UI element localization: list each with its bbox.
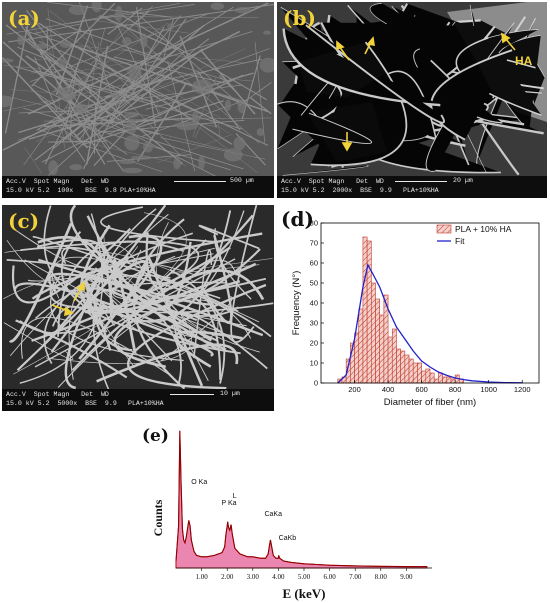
histogram-bar [375,298,380,384]
histogram-bar [425,368,431,384]
x-tick-label: 6.00 [323,573,336,581]
y-tick-label: 60 [310,259,318,268]
peak-label: CaKa [264,511,282,518]
annotation-ha: HA [515,54,533,68]
databar-c: Acc.V Spot Magn Det WD 15.0 kV 5.2 5000x… [2,389,274,411]
databar-a: Acc.V Spot Magn Det WD 15.0 kV 5.2 100x … [2,176,274,198]
y-tick-label: 0 [314,379,318,388]
histogram-bar [412,362,418,384]
histogram-bar [438,372,443,384]
x-tick-label: 1000 [480,385,497,394]
scale-bar-label: 10 µm [220,390,240,397]
panel-label-a: (a) [8,6,40,30]
fit-curve [337,263,523,384]
sem-texture-a [2,2,274,198]
scale-bar-label: 20 µm [453,177,473,184]
y-axis-label: Frequency (N°) [291,271,302,336]
x-axis-label: E (keV) [283,586,326,601]
databar-header: Acc.V Spot Magn Det WD [6,391,109,398]
databar-sample: PLA+10%HA [128,400,164,407]
legend-label-histogram: PLA + 10% HA [455,224,512,234]
histogram-bar [429,372,435,384]
histogram-bar [400,350,406,384]
sem-texture-b [277,2,547,198]
y-tick-label: 20 [310,339,318,348]
x-tick-label: 1200 [514,385,531,394]
histogram-bar [446,376,452,384]
y-tick-label: 70 [310,239,318,248]
panel-label-c: (c) [8,209,40,233]
x-tick-label: 7.00 [349,573,362,581]
peak-label: P Ka [221,500,236,507]
sem-texture-c [2,205,274,411]
histogram-bar [396,348,401,384]
scale-bar-line [174,181,226,182]
y-tick-label: 50 [310,279,318,288]
y-tick-label: 80 [310,219,318,228]
histogram-bar [433,378,439,384]
databar-values: 15.0 kV 5.2 2000x BSE 9.9 [281,187,392,194]
y-tick-label: 40 [310,299,318,308]
histogram-bar [417,362,422,384]
scale-bar-line [170,394,214,395]
x-tick-label: 9.00 [400,573,413,581]
histogram-bar [442,376,448,384]
sem-image-b: (b) HA Acc.V Spot Magn Det WD 15.0 kV 5.… [277,2,547,198]
x-tick-label: 400 [382,385,395,394]
histogram-bar [379,314,385,384]
databar-values: 15.0 kV 5.2 100x BSE 9.8 [6,187,117,194]
histogram-bar [408,358,414,384]
spectrum-line [175,430,427,568]
x-axis-label: Diameter of fiber (nm) [384,397,476,408]
histogram-bar [362,236,368,384]
histogram-bar [366,240,372,384]
y-tick-label: 30 [310,319,318,328]
sem-image-c: (c) Acc.V Spot Magn Det WD 15.0 kV 5.2 5… [2,205,274,411]
x-tick-label: 5.00 [298,573,311,581]
histogram-bar [354,332,360,384]
y-tick-label: 10 [310,359,318,368]
databar-b: Acc.V Spot Magn Det WD 15.0 kV 5.2 2000x… [277,176,547,198]
panel-label-b: (b) [283,6,316,30]
annotation-arrows-b [336,32,516,152]
sem-image-a: (a) Acc.V Spot Magn Det WD 15.0 kV 5.2 1… [2,2,274,198]
panel-label-e: (e) [142,426,169,446]
histogram-bar [387,336,393,384]
histogram-bar [371,282,376,384]
databar-header: Acc.V Spot Magn Det WD [6,178,109,185]
x-tick-label: 2.00 [221,573,234,581]
x-tick-label: 3.00 [247,573,260,581]
x-tick-label: 800 [449,385,462,394]
panel-label-d: (d) [281,207,314,231]
legend-label-fit: Fit [455,236,465,246]
peak-label: L [233,493,237,500]
x-tick-label: 600 [415,385,428,394]
peak-label: CaKb [279,535,297,542]
x-tick-label: 4.00 [272,573,285,581]
eds-panel: (e) 1.00 2.00 3.00 4.00 5.00 6.00 7.00 8.00 9.00… [120,422,438,602]
spectrum-fill [175,430,428,569]
databar-header: Acc.V Spot Magn Det WD [281,178,384,185]
x-tick-label: 8.00 [375,573,388,581]
eds-spectrum-chart: 1.00 2.00 3.00 4.00 5.00 6.00 7.00 8.00 9.00 O Ka… [151,430,432,601]
legend-swatch-histogram [436,224,452,234]
scale-bar-line [395,181,447,182]
histogram-bar [450,378,456,384]
histogram-chart: 200 400 600 800 1000 1200 0 10 20 30 40 50 60 70 80 Dia… [291,219,540,408]
databar-sample: PLA+10%HA [120,187,156,194]
annotation-arrows-c [51,281,85,317]
x-tick-label: 1.00 [195,573,208,581]
histogram-bar [421,370,427,384]
scale-bar-label: 500 µm [230,177,254,184]
databar-sample: PLA+10%HA [403,187,439,194]
histogram-panel: (d) 200 400 600 800 1000 1200 0 10 20 30 40 50 60 70 8… [277,205,547,415]
histogram-bar [404,354,410,384]
peak-label: O Ka [191,479,207,486]
histogram-bar [391,328,397,384]
databar-values: 15.0 kV 5.2 5000x BSE 9.9 [6,400,117,407]
y-axis-label: Counts [151,499,165,536]
x-tick-label: 200 [348,385,361,394]
histogram-bar [358,308,364,384]
